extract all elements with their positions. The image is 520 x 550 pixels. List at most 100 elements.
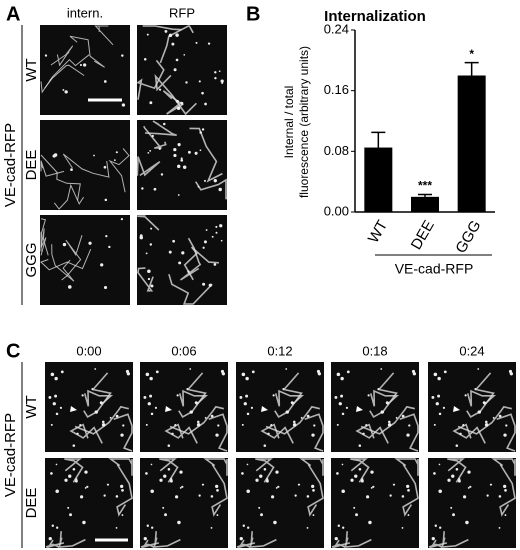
vesicle	[407, 514, 410, 516]
row-label: WT	[23, 58, 40, 81]
vesicle	[217, 424, 220, 427]
vesicle	[447, 478, 451, 482]
micrograph	[137, 120, 227, 210]
membrane	[211, 464, 228, 517]
membrane	[189, 127, 223, 183]
membrane	[116, 464, 133, 517]
x-tick-label: WT	[365, 217, 391, 246]
vesicle	[389, 494, 392, 497]
membrane	[159, 25, 194, 64]
vesicle	[115, 495, 119, 498]
vesicle	[180, 101, 184, 105]
vesicle	[176, 106, 181, 110]
vesicle	[433, 372, 438, 377]
vesicle	[141, 187, 144, 190]
vesicle	[187, 150, 191, 154]
vesicle	[271, 495, 275, 499]
membrane	[399, 413, 419, 452]
vesicle	[505, 424, 508, 427]
vesicle	[202, 282, 206, 286]
y-axis-label: Internal / total	[282, 86, 296, 159]
vesicle	[297, 483, 301, 486]
membrane	[344, 531, 372, 548]
vesicle	[342, 526, 345, 529]
vesicle	[411, 369, 416, 374]
micrograph	[331, 458, 419, 548]
membrane	[74, 405, 129, 435]
vesicle	[145, 423, 148, 426]
vesicle	[215, 484, 219, 489]
vesicle	[179, 470, 183, 474]
membrane	[40, 160, 65, 177]
vesicle	[437, 394, 441, 398]
vesicle	[221, 82, 224, 84]
vesicle	[263, 467, 267, 471]
vesicle	[366, 495, 370, 499]
vesicle	[275, 487, 278, 489]
vesicle	[498, 527, 501, 529]
vesicle	[84, 470, 88, 474]
vesicle	[469, 485, 472, 488]
vesicle	[52, 402, 56, 406]
vesicle	[153, 187, 157, 191]
vesicle	[203, 179, 206, 182]
membrane	[83, 389, 114, 407]
vesicle	[91, 387, 94, 391]
vesicle	[455, 467, 459, 471]
vesicle	[239, 537, 243, 541]
vesicle	[50, 423, 53, 426]
vesicle	[275, 470, 279, 474]
vesicle	[143, 57, 147, 61]
vesicle	[149, 101, 153, 105]
vesicle	[401, 495, 405, 498]
vesicle	[55, 463, 58, 466]
y-tick-label: 0.24	[324, 21, 349, 36]
micrograph	[45, 362, 133, 452]
vesicle	[251, 370, 255, 374]
vesicle	[181, 485, 184, 488]
vesicle	[336, 372, 341, 377]
vesicle	[220, 369, 225, 374]
vesicle	[202, 246, 205, 249]
vesicle	[312, 489, 315, 492]
vesicle	[147, 402, 151, 406]
vesicle	[81, 394, 84, 397]
vesicle	[285, 410, 290, 414]
chart-title: Internalization	[324, 8, 426, 25]
arrowhead	[70, 406, 77, 412]
membrane	[299, 458, 324, 476]
vesicle	[194, 151, 198, 155]
vesicle	[210, 495, 214, 498]
vesicle	[259, 474, 263, 478]
vesicle	[169, 479, 173, 483]
vesicle	[492, 416, 495, 419]
vesicle	[74, 479, 78, 483]
vesicle	[149, 150, 152, 152]
micrograph	[428, 362, 516, 452]
x-tick-label: DEE	[408, 217, 438, 252]
vesicle	[100, 263, 104, 267]
vesicle	[147, 152, 150, 154]
membrane	[183, 246, 219, 281]
vesicle	[242, 524, 246, 527]
vesicle	[241, 472, 244, 475]
membrane	[137, 267, 154, 292]
vesicle	[239, 395, 243, 399]
vesicle	[455, 444, 459, 447]
vesicle	[467, 487, 470, 489]
vesicle	[270, 424, 273, 427]
membrane	[274, 389, 305, 407]
membrane	[208, 413, 228, 452]
vesicle	[176, 394, 179, 397]
vesicle	[306, 527, 309, 529]
vesicle	[50, 372, 55, 377]
vesicle	[163, 122, 166, 126]
y-tick-label: 0.08	[324, 143, 349, 158]
row-label: DEE	[23, 488, 40, 519]
vesicle	[88, 241, 92, 245]
membrane	[350, 458, 370, 483]
vesicle	[361, 478, 364, 481]
vesicle	[102, 420, 105, 424]
membrane	[304, 413, 324, 452]
